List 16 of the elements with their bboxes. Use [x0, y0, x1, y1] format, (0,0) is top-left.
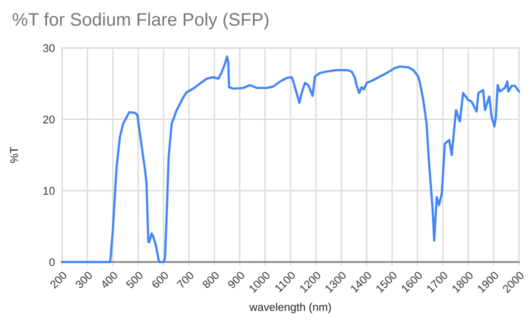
x-tick-label: 600 — [151, 270, 170, 289]
y-tick-label: 0 — [49, 258, 55, 266]
x-tick-label: 500 — [126, 270, 144, 289]
x-tick-label: 700 — [176, 270, 194, 289]
y-axis-title: %T — [10, 146, 18, 163]
chart-title: %T for Sodium Flare Poly (SFP) — [12, 12, 268, 30]
x-tick-label: 900 — [227, 270, 246, 289]
x-tick-label: 400 — [100, 270, 118, 290]
x-tick-label: 800 — [202, 270, 220, 289]
x-tick-label: 200 — [49, 270, 68, 289]
y-tick-label: 30 — [43, 44, 55, 52]
x-axis-title: wavelength (nm) — [249, 302, 331, 314]
y-tick-label: 20 — [43, 116, 55, 124]
x-tick-label: 300 — [74, 270, 93, 289]
y-tick-label: 10 — [44, 186, 55, 195]
line-series — [60, 55, 520, 264]
